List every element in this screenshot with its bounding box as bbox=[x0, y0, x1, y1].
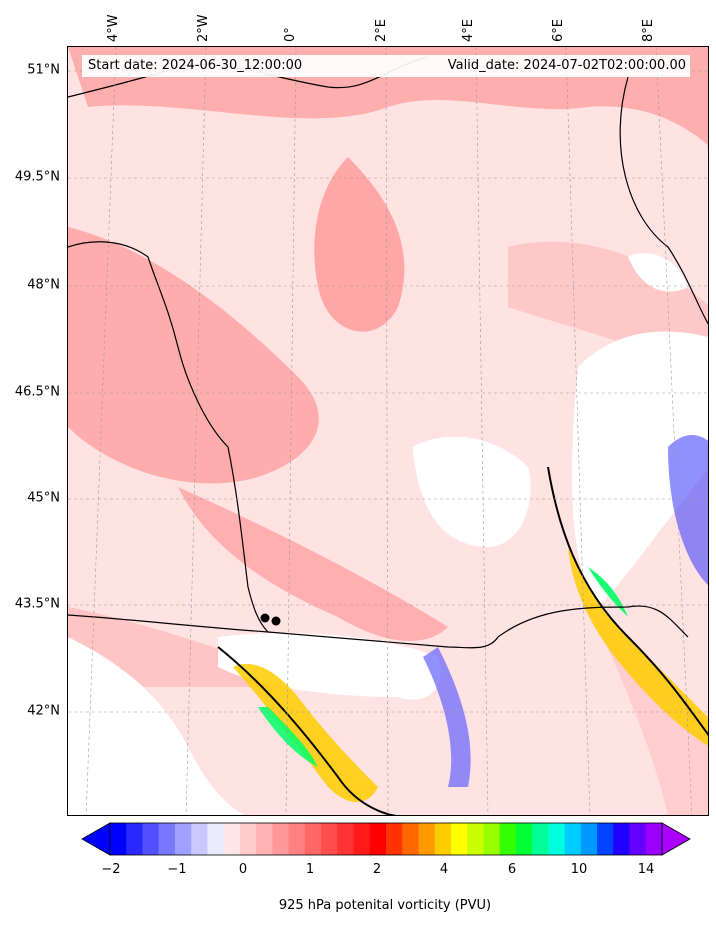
colorbar-swatch bbox=[110, 823, 127, 855]
colorbar-tick-label: −1 bbox=[167, 862, 186, 877]
colorbar-swatch bbox=[646, 823, 663, 855]
valid-date-label: Valid_date: 2024-07-02T02:00:00.00 bbox=[448, 58, 686, 73]
colorbar-tick-label: 4 bbox=[440, 862, 448, 877]
colorbar-tick-label: 10 bbox=[571, 862, 588, 877]
colorbar-swatch bbox=[451, 823, 468, 855]
lon-label-6e: 6°E bbox=[551, 19, 566, 42]
colorbar-tick-label: 2 bbox=[373, 862, 381, 877]
colorbar-swatch bbox=[386, 823, 403, 855]
colorbar-swatch bbox=[224, 823, 241, 855]
colorbar-swatch bbox=[142, 823, 159, 855]
station-marker-2 bbox=[272, 617, 281, 626]
colorbar-swatch bbox=[402, 823, 419, 855]
colorbar-swatch bbox=[467, 823, 484, 855]
colorbar-tick-label: 0 bbox=[239, 862, 247, 877]
lat-label-43-5n: 43.5°N bbox=[15, 597, 60, 612]
colorbar-extend-low bbox=[82, 823, 110, 855]
colorbar-swatch bbox=[630, 823, 647, 855]
colorbar-swatch bbox=[272, 823, 289, 855]
colorbar-extend-high bbox=[662, 823, 690, 855]
colorbar-tick-label: 1 bbox=[306, 862, 314, 877]
lon-label-2e: 2°E bbox=[374, 19, 389, 42]
map-panel[interactable] bbox=[67, 46, 709, 816]
colorbar-swatch bbox=[483, 823, 500, 855]
colorbar-swatch bbox=[305, 823, 322, 855]
colorbar-swatch bbox=[337, 823, 354, 855]
colorbar-swatch bbox=[500, 823, 517, 855]
colorbar-swatch bbox=[581, 823, 598, 855]
lat-label-46-5n: 46.5°N bbox=[15, 385, 60, 400]
colorbar-swatch bbox=[548, 823, 565, 855]
lat-label-49-5n: 49.5°N bbox=[15, 170, 60, 185]
colorbar-swatch bbox=[370, 823, 387, 855]
lon-label-4e: 4°E bbox=[461, 19, 476, 42]
colorbar-swatch bbox=[435, 823, 452, 855]
colorbar bbox=[80, 821, 692, 857]
colorbar-swatch bbox=[354, 823, 371, 855]
colorbar-swatch bbox=[175, 823, 192, 855]
colorbar-tick-label: 14 bbox=[638, 862, 655, 877]
colorbar-swatch bbox=[597, 823, 614, 855]
lon-label-0: 0° bbox=[283, 27, 298, 42]
lat-label-48n: 48°N bbox=[27, 278, 60, 293]
colorbar-swatch bbox=[126, 823, 143, 855]
colorbar-swatch bbox=[613, 823, 630, 855]
lon-label-4w: 4°W bbox=[106, 14, 121, 42]
colorbar-swatch bbox=[321, 823, 338, 855]
colorbar-swatch bbox=[289, 823, 306, 855]
pv-field-map bbox=[68, 47, 709, 816]
colorbar-tick-label: 6 bbox=[508, 862, 516, 877]
colorbar-swatch bbox=[532, 823, 549, 855]
colorbar-swatch bbox=[256, 823, 273, 855]
station-marker-1 bbox=[261, 614, 270, 623]
colorbar-swatch bbox=[207, 823, 224, 855]
colorbar-title: 925 hPa potenital vorticity (PVU) bbox=[0, 898, 716, 913]
colorbar-swatch bbox=[240, 823, 257, 855]
colorbar-swatch bbox=[418, 823, 435, 855]
colorbar-swatch bbox=[565, 823, 582, 855]
lat-label-45n: 45°N bbox=[27, 491, 60, 506]
lat-label-42n: 42°N bbox=[27, 704, 60, 719]
start-date-label: Start date: 2024-06-30_12:00:00 bbox=[88, 58, 302, 73]
colorbar-tick-label: −2 bbox=[101, 862, 120, 877]
lon-label-8e: 8°E bbox=[641, 19, 656, 42]
colorbar-swatch bbox=[516, 823, 533, 855]
lon-label-2w: 2°W bbox=[196, 14, 211, 42]
colorbar-swatch bbox=[191, 823, 208, 855]
colorbar-swatch bbox=[159, 823, 176, 855]
lat-label-51n: 51°N bbox=[27, 63, 60, 78]
